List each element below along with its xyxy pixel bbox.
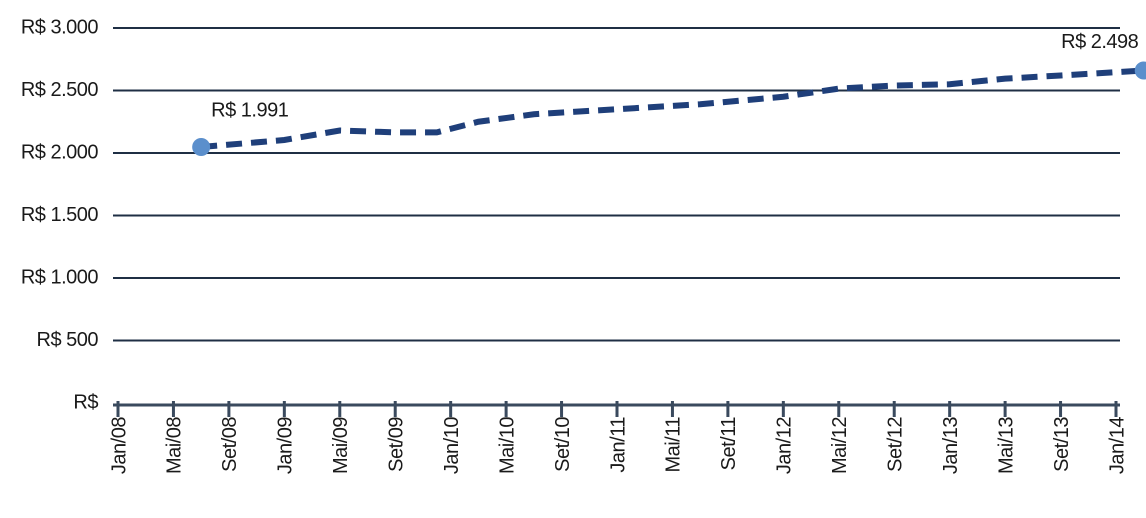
y-tick-label: R$ xyxy=(73,391,98,413)
x-tick-label: Jan/11 xyxy=(607,417,629,473)
x-tick-label: Jan/14 xyxy=(1106,417,1128,474)
x-tick-label: Mai/10 xyxy=(496,417,518,474)
point-marker xyxy=(1134,61,1146,80)
y-tick-label: R$ 500 xyxy=(37,329,99,351)
x-tick-label: Set/11 xyxy=(718,417,740,471)
y-tick-label: R$ 3.000 xyxy=(21,16,99,38)
x-tick-label: Mai/11 xyxy=(663,417,685,473)
annotation: R$ 2.498 xyxy=(1061,31,1139,53)
x-tick-label: Set/10 xyxy=(552,417,574,472)
x-tick-label: Jan/12 xyxy=(774,417,796,474)
x-tick-label: Jan/10 xyxy=(441,417,463,474)
x-tick-label: Jan/08 xyxy=(108,417,130,474)
y-tick-label: R$ 1.000 xyxy=(21,266,99,288)
x-tick-label: Jan/09 xyxy=(275,417,297,474)
point-marker xyxy=(192,138,211,156)
y-tick-label: R$ 2.000 xyxy=(21,141,99,163)
x-tick-label: Mai/12 xyxy=(829,417,851,474)
x-tick-label: Mai/13 xyxy=(995,417,1017,474)
x-tick-label: Mai/08 xyxy=(164,417,186,474)
y-tick-label: R$ 2.500 xyxy=(21,79,99,101)
x-tick-label: Set/09 xyxy=(386,417,408,472)
x-tick-label: Set/13 xyxy=(1051,417,1073,472)
annotation: R$ 1.991 xyxy=(211,99,289,121)
x-tick-label: Mai/09 xyxy=(330,417,352,474)
x-tick-label: Set/08 xyxy=(219,417,241,472)
x-tick-label: Jan/13 xyxy=(940,417,962,474)
line xyxy=(200,67,1144,150)
y-tick-label: R$ 1.500 xyxy=(21,204,99,226)
x-tick-label: Set/12 xyxy=(885,417,907,472)
